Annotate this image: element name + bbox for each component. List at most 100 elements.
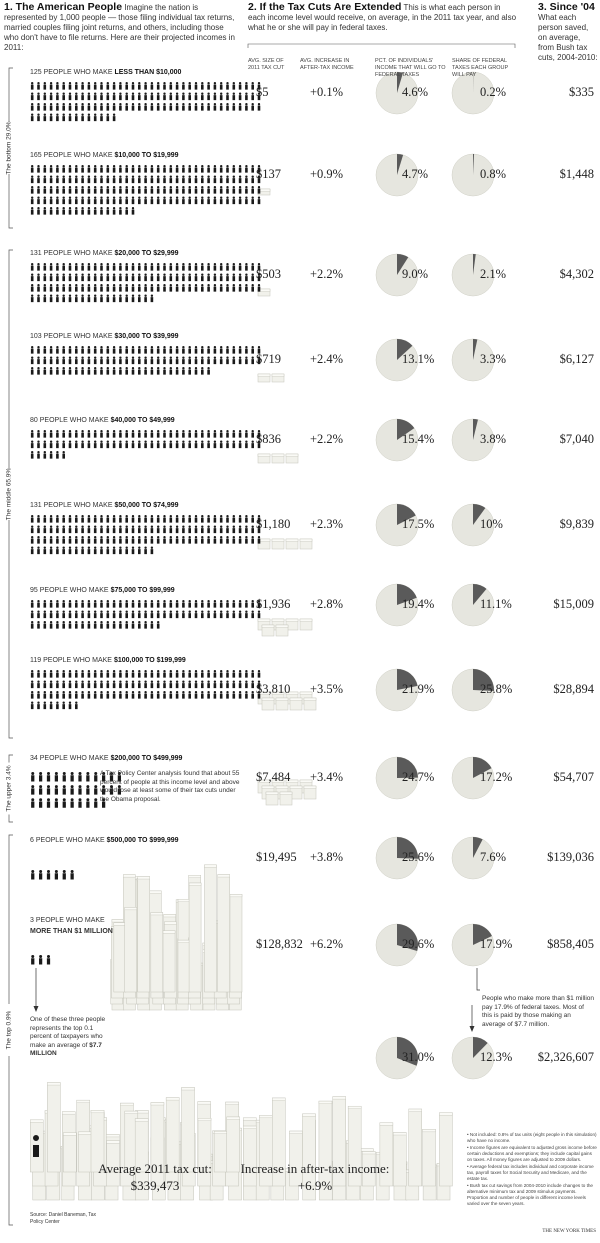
- footnotes: • Not included: 0.8% of tax units (eight…: [467, 1132, 597, 1208]
- person-icon: [37, 206, 40, 215]
- person-icon: [163, 165, 166, 173]
- person-icon: [37, 196, 40, 205]
- person-icon: [49, 701, 53, 710]
- person-icon: [62, 525, 65, 534]
- person-icon: [56, 430, 59, 438]
- person-icon: [37, 284, 40, 292]
- person-icon: [68, 701, 72, 710]
- person-icon: [49, 367, 53, 375]
- person-icon: [93, 515, 97, 523]
- column-header: SHARE OF FEDERAL TAXES EACH GROUP WILL P…: [452, 58, 509, 78]
- person-icon: [87, 680, 91, 689]
- person-icon: [138, 514, 141, 523]
- person-icon: [150, 196, 154, 205]
- person-icon: [87, 263, 91, 271]
- person-icon: [163, 186, 166, 194]
- lead: PEOPLE WHO MAKE: [36, 837, 105, 844]
- count: 131: [30, 250, 42, 257]
- person-icon: [238, 514, 242, 523]
- person-icon: [213, 440, 217, 449]
- person-icon: [226, 284, 229, 292]
- stack-block: [393, 1132, 407, 1187]
- person-icon: [207, 92, 210, 101]
- person-icon: [75, 284, 78, 292]
- person-icon: [175, 262, 179, 271]
- person-icon: [112, 600, 116, 608]
- stack-top: [111, 919, 125, 923]
- person-icon: [238, 196, 242, 205]
- person-icon: [75, 206, 78, 215]
- person-icon: [232, 430, 236, 438]
- stack-top: [217, 874, 230, 878]
- person-icon: [30, 367, 34, 375]
- person-icon: [87, 196, 91, 205]
- stack-top: [299, 691, 313, 695]
- person-icon: [112, 669, 116, 678]
- stack-top: [124, 1110, 138, 1114]
- person-icon: [68, 273, 72, 282]
- person-icon: [49, 206, 53, 215]
- person-icon: [68, 185, 72, 194]
- person-icon: [119, 263, 122, 271]
- stack-top: [299, 538, 313, 542]
- person-icon: [226, 536, 229, 544]
- person-icon: [188, 103, 191, 111]
- person-icon: [156, 440, 160, 449]
- stack-top: [226, 1116, 240, 1120]
- person-icon: [112, 81, 116, 90]
- person-icon: [156, 346, 160, 354]
- person-icon: [175, 273, 179, 282]
- tax-pct: 25.6%: [402, 850, 434, 864]
- person-icon: [238, 283, 242, 292]
- person-icon: [156, 273, 160, 282]
- person-icon: [182, 536, 185, 544]
- person-icon: [30, 273, 34, 282]
- person-icon: [150, 175, 154, 184]
- person-icon: [131, 440, 135, 449]
- person-icon: [245, 610, 248, 619]
- person-icon: [119, 515, 122, 523]
- count: 125: [30, 69, 42, 76]
- stack-top: [90, 1110, 105, 1114]
- person-icon: [62, 81, 65, 90]
- person-icon: [43, 196, 47, 205]
- person-icon: [251, 515, 254, 523]
- stack-top: [261, 785, 275, 789]
- person-icon: [62, 701, 65, 710]
- person-icon: [75, 273, 78, 282]
- person-icon: [131, 262, 135, 271]
- person-icon: [238, 429, 242, 438]
- person-icon: [75, 701, 78, 710]
- tax-pct: 9.0%: [402, 267, 428, 281]
- person-icon: [87, 175, 91, 184]
- person-icon: [201, 670, 204, 678]
- person-icon: [144, 92, 147, 101]
- person-icon: [119, 669, 122, 678]
- person-icon: [150, 610, 154, 619]
- tax-cut: $1,936: [256, 597, 290, 611]
- person-icon: [257, 346, 261, 354]
- person-icon: [138, 525, 141, 534]
- person-icon: [100, 294, 103, 303]
- person-icon: [54, 772, 58, 782]
- person-icon: [175, 283, 179, 292]
- person-icon: [75, 691, 78, 699]
- stack-top: [150, 912, 164, 916]
- person-icon: [56, 206, 59, 215]
- pie-wedge: [473, 504, 486, 525]
- person-icon: [213, 175, 217, 184]
- person-icon: [49, 294, 53, 303]
- person-icon: [138, 175, 141, 184]
- person-icon: [75, 185, 78, 194]
- person-icon: [138, 440, 141, 449]
- person-icon: [163, 610, 166, 619]
- person-icon: [68, 669, 72, 678]
- person-icon: [39, 772, 43, 782]
- value: +6.9%: [297, 1178, 333, 1193]
- person-icon: [219, 430, 223, 438]
- stack-top: [137, 876, 150, 880]
- person-icon: [194, 346, 198, 354]
- person-icon: [37, 440, 40, 449]
- person-icon: [49, 451, 53, 459]
- person-icon: [43, 701, 47, 710]
